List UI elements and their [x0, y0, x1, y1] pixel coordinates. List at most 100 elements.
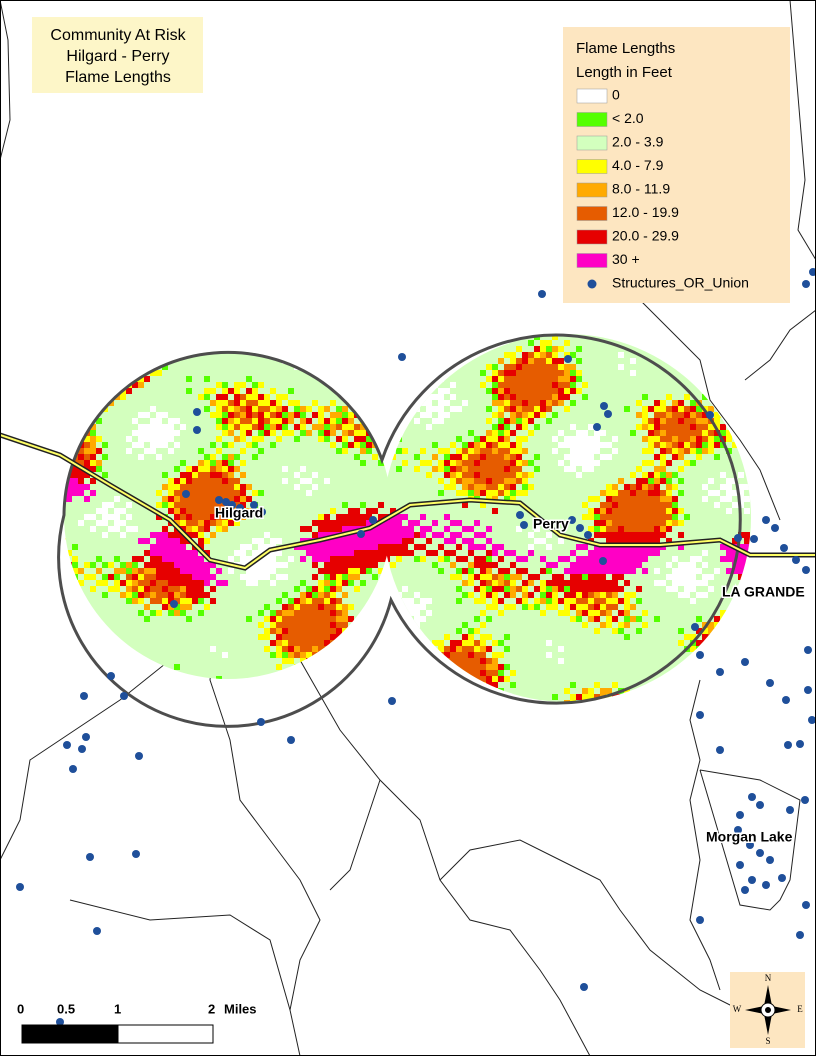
raster-cell: [624, 538, 630, 544]
raster-cell: [558, 586, 564, 592]
raster-cell: [474, 616, 480, 622]
raster-cell: [450, 640, 456, 646]
raster-cell: [618, 586, 624, 592]
raster-cell: [318, 610, 324, 616]
raster-cell: [696, 454, 702, 460]
raster-cell: [192, 598, 198, 604]
raster-cell: [342, 442, 348, 448]
raster-cell: [438, 460, 444, 466]
raster-cell: [120, 592, 126, 598]
structure-point: [716, 668, 724, 676]
raster-cell: [684, 514, 690, 520]
raster-cell: [228, 466, 234, 472]
raster-cell: [678, 442, 684, 448]
raster-cell: [492, 658, 498, 664]
raster-cell: [186, 598, 192, 604]
raster-cell: [486, 448, 492, 454]
raster-cell: [222, 394, 228, 400]
raster-cell: [606, 622, 612, 628]
raster-cell: [492, 598, 498, 604]
raster-cell: [564, 382, 570, 388]
raster-cell: [354, 568, 360, 574]
structure-point: [796, 740, 804, 748]
raster-cell: [324, 580, 330, 586]
raster-cell: [144, 592, 150, 598]
raster-cell: [654, 430, 660, 436]
raster-cell: [714, 568, 720, 574]
raster-cell: [342, 430, 348, 436]
raster-cell: [642, 448, 648, 454]
raster-cell: [498, 460, 504, 466]
raster-cell: [174, 478, 180, 484]
raster-cell: [222, 508, 228, 514]
raster-cell: [156, 370, 162, 376]
raster-cell: [192, 514, 198, 520]
raster-cell: [702, 412, 708, 418]
raster-cell: [570, 586, 576, 592]
raster-cell: [180, 496, 186, 502]
raster-cell: [504, 634, 510, 640]
raster-cell: [246, 556, 252, 562]
raster-cell: [684, 592, 690, 598]
raster-cell: [558, 460, 564, 466]
raster-cell: [204, 514, 210, 520]
raster-cell: [486, 406, 492, 412]
raster-cell: [570, 364, 576, 370]
raster-cell: [228, 454, 234, 460]
raster-cell: [366, 442, 372, 448]
raster-cell: [102, 580, 108, 586]
raster-cell: [312, 646, 318, 652]
raster-cell: [480, 562, 486, 568]
raster-cell: [576, 454, 582, 460]
raster-cell: [318, 634, 324, 640]
raster-cell: [294, 604, 300, 610]
raster-cell: [540, 394, 546, 400]
raster-cell: [138, 442, 144, 448]
raster-cell: [402, 538, 408, 544]
raster-cell: [618, 508, 624, 514]
raster-cell: [582, 466, 588, 472]
raster-cell: [504, 496, 510, 502]
raster-cell: [246, 424, 252, 430]
raster-cell: [186, 496, 192, 502]
raster-cell: [414, 610, 420, 616]
raster-cell: [72, 466, 78, 472]
raster-cell: [450, 466, 456, 472]
raster-cell: [654, 502, 660, 508]
raster-cell: [654, 508, 660, 514]
raster-cell: [324, 568, 330, 574]
raster-cell: [246, 418, 252, 424]
raster-cell: [594, 592, 600, 598]
raster-cell: [246, 442, 252, 448]
raster-cell: [630, 520, 636, 526]
raster-cell: [558, 346, 564, 352]
raster-cell: [312, 628, 318, 634]
raster-cell: [264, 406, 270, 412]
raster-cell: [468, 442, 474, 448]
raster-cell: [594, 442, 600, 448]
raster-cell: [318, 544, 324, 550]
raster-cell: [510, 430, 516, 436]
raster-cell: [186, 526, 192, 532]
raster-cell: [654, 616, 660, 622]
raster-cell: [516, 556, 522, 562]
raster-cell: [606, 532, 612, 538]
raster-cell: [330, 526, 336, 532]
raster-cell: [672, 400, 678, 406]
raster-cell: [666, 394, 672, 400]
raster-cell: [546, 388, 552, 394]
raster-cell: [402, 460, 408, 466]
raster-cell: [516, 376, 522, 382]
raster-cell: [294, 616, 300, 622]
raster-cell: [642, 484, 648, 490]
raster-cell: [522, 406, 528, 412]
structure-point: [250, 501, 258, 509]
raster-cell: [744, 484, 750, 490]
raster-cell: [492, 676, 498, 682]
raster-cell: [654, 538, 660, 544]
raster-cell: [486, 586, 492, 592]
raster-cell: [156, 436, 162, 442]
raster-cell: [324, 406, 330, 412]
raster-cell: [486, 562, 492, 568]
raster-cell: [696, 628, 702, 634]
